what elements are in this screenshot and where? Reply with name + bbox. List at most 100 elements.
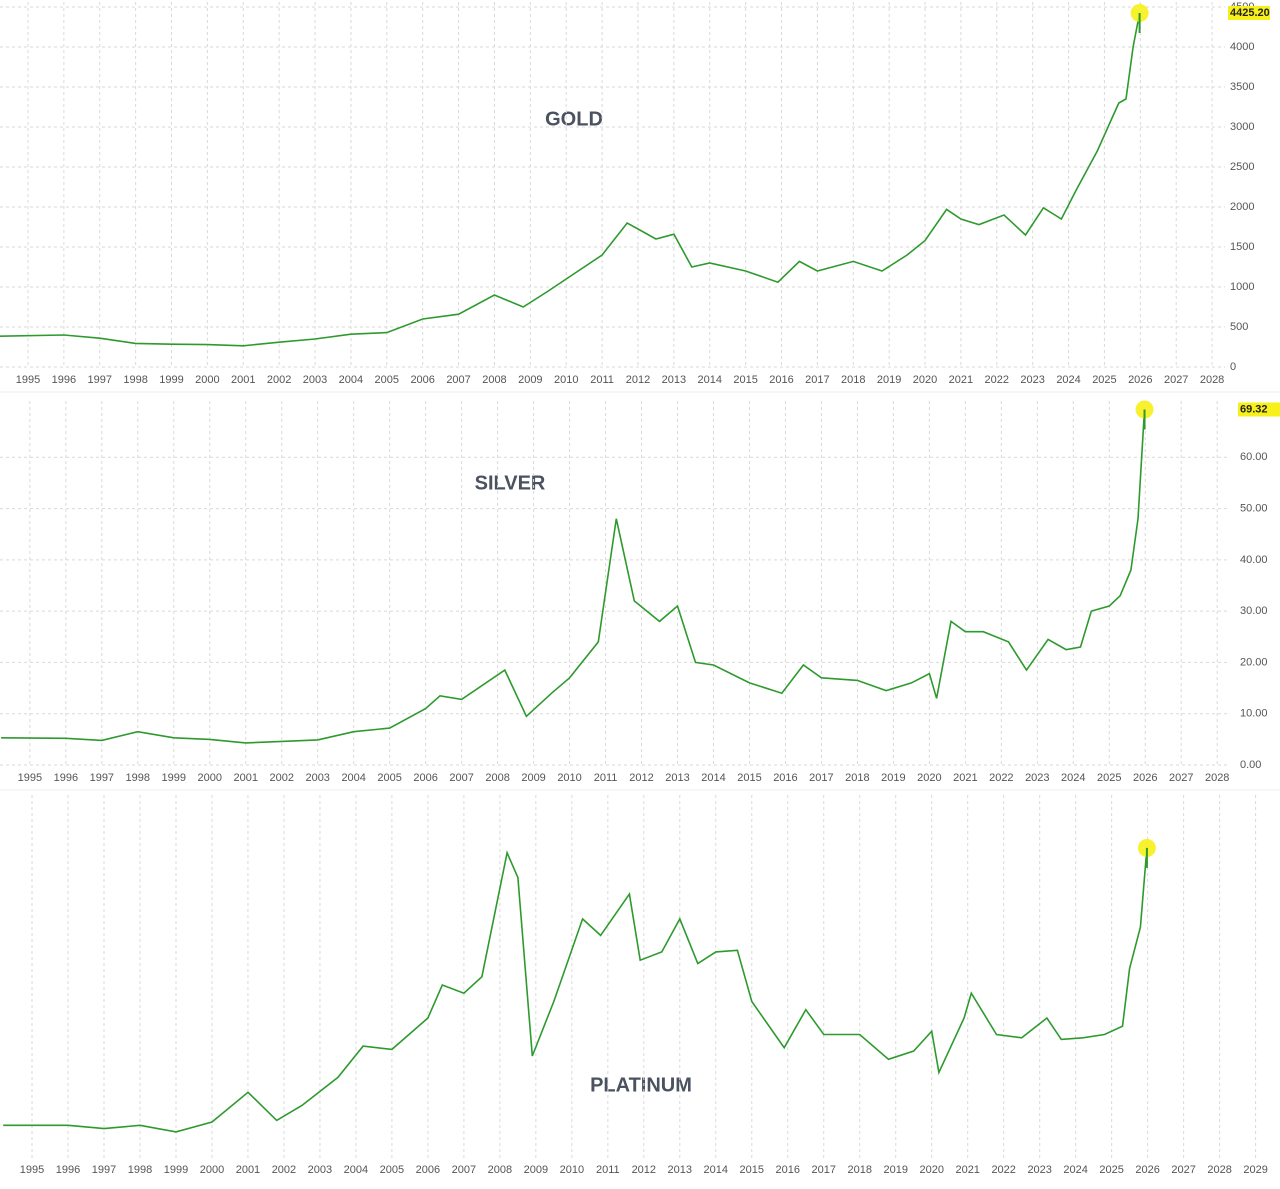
x-tick-label: 1998: [126, 772, 150, 784]
x-tick-label: 2013: [662, 374, 686, 386]
x-tick-label: 2007: [446, 374, 470, 386]
x-tick-label: 2016: [776, 1164, 800, 1176]
x-tick-label: 2013: [665, 772, 689, 784]
y-tick-label: 1500: [1230, 241, 1254, 253]
x-tick-label: 2004: [344, 1164, 368, 1176]
x-tick-label: 2000: [195, 374, 219, 386]
x-tick-label: 2024: [1063, 1164, 1087, 1176]
x-tick-label: 2008: [482, 374, 506, 386]
y-tick-label: 3500: [1230, 81, 1254, 93]
y-tick-label: 30.00: [1240, 605, 1268, 617]
x-tick-label: 2009: [521, 772, 545, 784]
y-tick-label: 20.00: [1240, 656, 1268, 668]
x-tick-label: 2016: [769, 374, 793, 386]
y-tick-label: 60.00: [1240, 451, 1268, 463]
x-tick-label: 1999: [164, 1164, 188, 1176]
y-tick-label: 50.00: [1240, 502, 1268, 514]
x-tick-label: 1995: [16, 374, 40, 386]
x-tick-label: 2005: [380, 1164, 404, 1176]
x-tick-label: 2014: [701, 772, 725, 784]
x-tick-label: 2015: [733, 374, 757, 386]
x-tick-label: 2012: [626, 374, 650, 386]
x-tick-label: 2006: [413, 772, 437, 784]
x-tick-label: 2028: [1200, 374, 1224, 386]
y-tick-label: 500: [1230, 321, 1248, 333]
x-tick-label: 1997: [90, 772, 114, 784]
x-tick-label: 2003: [305, 772, 329, 784]
x-tick-label: 2026: [1128, 374, 1152, 386]
x-tick-label: 2017: [809, 772, 833, 784]
x-tick-label: 2026: [1133, 772, 1157, 784]
x-tick-label: 2015: [737, 772, 761, 784]
y-tick-label: 4000: [1230, 41, 1254, 53]
x-tick-label: 1997: [88, 374, 112, 386]
price-line: [3, 847, 1148, 1133]
x-tick-label: 2022: [985, 374, 1009, 386]
x-tick-label: 2000: [200, 1164, 224, 1176]
x-tick-label: 2025: [1097, 772, 1121, 784]
x-tick-label: 1999: [162, 772, 186, 784]
x-tick-label: 2001: [231, 374, 255, 386]
x-tick-label: 2004: [339, 374, 363, 386]
y-tick-label: 10.00: [1240, 708, 1268, 720]
x-tick-label: 1996: [54, 772, 78, 784]
y-tick-label: 40.00: [1240, 554, 1268, 566]
x-tick-label: 2011: [590, 374, 614, 386]
x-tick-label: 2024: [1061, 772, 1085, 784]
x-tick-label: 2002: [267, 374, 291, 386]
x-tick-label: 2010: [560, 1164, 584, 1176]
chart-title: PLATINUM: [590, 1074, 692, 1096]
x-tick-label: 2021: [949, 374, 973, 386]
x-tick-label: 2020: [917, 772, 941, 784]
x-tick-label: 2028: [1205, 772, 1229, 784]
price-line: [1, 409, 1146, 744]
x-tick-label: 2011: [594, 772, 618, 784]
x-tick-label: 2013: [668, 1164, 692, 1176]
x-tick-label: 2000: [198, 772, 222, 784]
chart-title: SILVER: [475, 472, 546, 494]
x-tick-label: 2029: [1243, 1164, 1267, 1176]
last-value-label: 69.32: [1240, 403, 1268, 415]
x-tick-label: 2020: [913, 374, 937, 386]
x-tick-label: 2021: [953, 772, 977, 784]
x-tick-label: 2010: [557, 772, 581, 784]
y-tick-label: 2000: [1230, 201, 1254, 213]
x-tick-label: 2017: [805, 374, 829, 386]
x-tick-label: 2001: [234, 772, 258, 784]
x-tick-label: 2007: [449, 772, 473, 784]
x-tick-label: 1998: [128, 1164, 152, 1176]
x-tick-label: 2008: [485, 772, 509, 784]
x-tick-label: 2019: [883, 1164, 907, 1176]
x-tick-label: 2009: [518, 374, 542, 386]
x-tick-label: 2005: [377, 772, 401, 784]
y-tick-label: 0: [1230, 361, 1236, 373]
x-tick-label: 2026: [1135, 1164, 1159, 1176]
x-tick-label: 2005: [375, 374, 399, 386]
x-tick-label: 2027: [1169, 772, 1193, 784]
x-tick-label: 2025: [1092, 374, 1116, 386]
x-tick-label: 2018: [841, 374, 865, 386]
x-tick-label: 2023: [1025, 772, 1049, 784]
x-tick-label: 2027: [1164, 374, 1188, 386]
x-tick-label: 2012: [632, 1164, 656, 1176]
y-tick-label: 0.00: [1240, 759, 1261, 771]
last-value-label: 4425.20: [1230, 7, 1270, 19]
x-tick-label: 2019: [877, 374, 901, 386]
x-tick-label: 1995: [20, 1164, 44, 1176]
x-tick-label: 1995: [18, 772, 42, 784]
x-tick-label: 2021: [955, 1164, 979, 1176]
x-tick-label: 2019: [881, 772, 905, 784]
last-value-box: [1228, 5, 1270, 20]
x-tick-label: 2002: [272, 1164, 296, 1176]
x-tick-label: 2004: [341, 772, 365, 784]
x-tick-label: 2018: [845, 772, 869, 784]
x-tick-label: 2018: [847, 1164, 871, 1176]
x-tick-label: 2016: [773, 772, 797, 784]
x-tick-label: 2002: [269, 772, 293, 784]
x-tick-label: 2006: [410, 374, 434, 386]
x-tick-label: 2001: [236, 1164, 260, 1176]
x-tick-label: 1999: [159, 374, 183, 386]
x-tick-label: 2008: [488, 1164, 512, 1176]
x-tick-label: 2015: [740, 1164, 764, 1176]
